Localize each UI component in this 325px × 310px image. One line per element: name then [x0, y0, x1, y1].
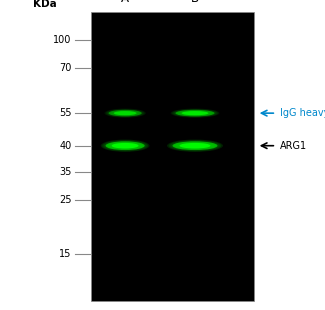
- Ellipse shape: [182, 111, 208, 115]
- Ellipse shape: [174, 142, 216, 149]
- Ellipse shape: [173, 141, 217, 150]
- Text: A: A: [121, 0, 129, 5]
- Text: IgG heavy chain: IgG heavy chain: [280, 108, 325, 118]
- Ellipse shape: [169, 140, 221, 151]
- Ellipse shape: [102, 140, 148, 151]
- Ellipse shape: [175, 110, 215, 116]
- Ellipse shape: [106, 109, 145, 117]
- Ellipse shape: [172, 141, 218, 150]
- Ellipse shape: [172, 109, 218, 117]
- Text: 100: 100: [53, 35, 72, 45]
- Ellipse shape: [109, 110, 142, 116]
- Ellipse shape: [101, 140, 150, 152]
- Text: ARG1: ARG1: [280, 141, 306, 151]
- Bar: [91, 12, 254, 301]
- Ellipse shape: [176, 110, 214, 116]
- Ellipse shape: [108, 110, 142, 116]
- Ellipse shape: [176, 143, 214, 149]
- Ellipse shape: [110, 110, 141, 116]
- Ellipse shape: [106, 141, 145, 150]
- Ellipse shape: [104, 141, 147, 151]
- Text: B: B: [191, 0, 199, 5]
- Text: 25: 25: [59, 195, 72, 205]
- Ellipse shape: [174, 109, 216, 117]
- Ellipse shape: [107, 109, 143, 117]
- Ellipse shape: [171, 108, 219, 118]
- Text: KDa: KDa: [32, 0, 56, 9]
- Ellipse shape: [170, 141, 220, 151]
- Ellipse shape: [112, 143, 138, 148]
- Ellipse shape: [180, 143, 210, 148]
- Text: 70: 70: [59, 63, 72, 73]
- Ellipse shape: [114, 111, 136, 115]
- Ellipse shape: [105, 141, 145, 150]
- Text: 40: 40: [59, 141, 72, 151]
- Text: 55: 55: [59, 108, 72, 118]
- Ellipse shape: [108, 143, 142, 149]
- Text: 15: 15: [59, 249, 72, 259]
- Ellipse shape: [167, 140, 223, 152]
- Ellipse shape: [176, 110, 214, 116]
- Text: 35: 35: [59, 167, 72, 177]
- Ellipse shape: [104, 108, 146, 118]
- Ellipse shape: [107, 142, 144, 149]
